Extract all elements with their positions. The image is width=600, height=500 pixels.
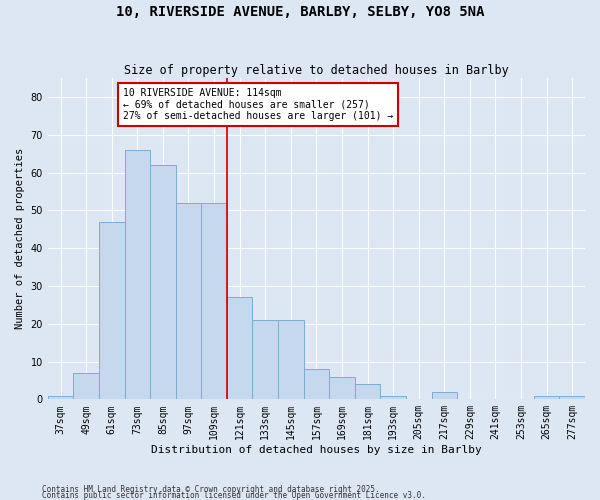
Text: 10 RIVERSIDE AVENUE: 114sqm
← 69% of detached houses are smaller (257)
27% of se: 10 RIVERSIDE AVENUE: 114sqm ← 69% of det…	[123, 88, 393, 121]
Bar	[48, 396, 73, 400]
Bar	[73, 373, 99, 400]
Bar	[431, 392, 457, 400]
Title: Size of property relative to detached houses in Barlby: Size of property relative to detached ho…	[124, 64, 509, 77]
Bar	[227, 298, 253, 400]
Bar	[125, 150, 150, 400]
X-axis label: Distribution of detached houses by size in Barlby: Distribution of detached houses by size …	[151, 445, 482, 455]
Bar	[176, 203, 201, 400]
Bar	[380, 396, 406, 400]
Bar	[150, 165, 176, 400]
Text: Contains public sector information licensed under the Open Government Licence v3: Contains public sector information licen…	[42, 492, 426, 500]
Bar	[355, 384, 380, 400]
Bar	[278, 320, 304, 400]
Bar	[559, 396, 585, 400]
Bar	[201, 203, 227, 400]
Bar	[99, 222, 125, 400]
Text: 10, RIVERSIDE AVENUE, BARLBY, SELBY, YO8 5NA: 10, RIVERSIDE AVENUE, BARLBY, SELBY, YO8…	[116, 5, 484, 19]
Y-axis label: Number of detached properties: Number of detached properties	[15, 148, 25, 330]
Bar	[534, 396, 559, 400]
Bar	[304, 369, 329, 400]
Bar	[253, 320, 278, 400]
Bar	[329, 376, 355, 400]
Text: Contains HM Land Registry data © Crown copyright and database right 2025.: Contains HM Land Registry data © Crown c…	[42, 486, 380, 494]
